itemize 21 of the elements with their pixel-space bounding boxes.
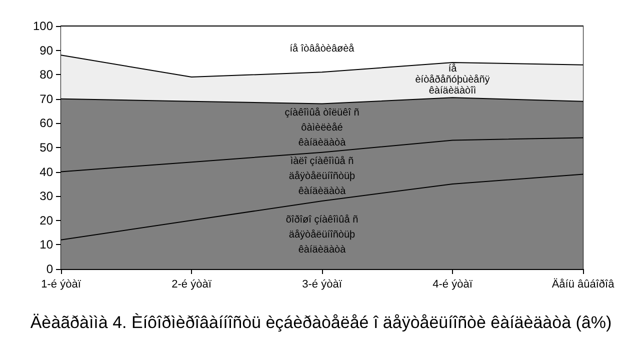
series-label: ìàëî çíàêîìûå ñ äåÿòåëüíîñòüþ êàíäèäàòà [288,155,356,198]
y-tick-label: 100 [32,19,54,33]
x-tick-label: 1-é ýòàï [41,278,82,290]
y-tick-label: 0 [46,262,54,276]
y-tick-label: 30 [40,189,54,204]
x-tick-label: 3-é ýòàï [302,278,343,290]
y-tick-label: 70 [40,92,54,106]
series-label: íå îòâåòèâøèå [290,42,355,55]
y-tick-label: 40 [40,164,54,179]
text: Äèàãðàììà 4. Èíôîðìèðîâàííîñòü èçáèðàòåëåé î äåÿòåëüíîñòè êàíäèäàòà (â%) [30,313,612,332]
x-tick-label: 2-é ýòàï [172,278,212,290]
y-tick-label: 90 [40,43,54,58]
y-tick-label: 50 [40,140,54,154]
series-label: õîðîøî çíàêîìûå ñ äåÿòåëüíîñòüþ êàíäèäàòà [286,213,358,256]
y-tick-label: 20 [40,213,54,228]
series-label: íå èíòåðåñóþùèåñÿ êàíäèäàòîì [415,62,490,97]
x-tick-label: Äåíü âûáîðîâ [552,278,616,290]
y-tick-label: 60 [40,116,54,130]
y-tick-label: 80 [40,68,54,82]
x-tick-label: 4-é ýòàï [432,278,474,290]
y-tick-label: 10 [40,238,54,252]
